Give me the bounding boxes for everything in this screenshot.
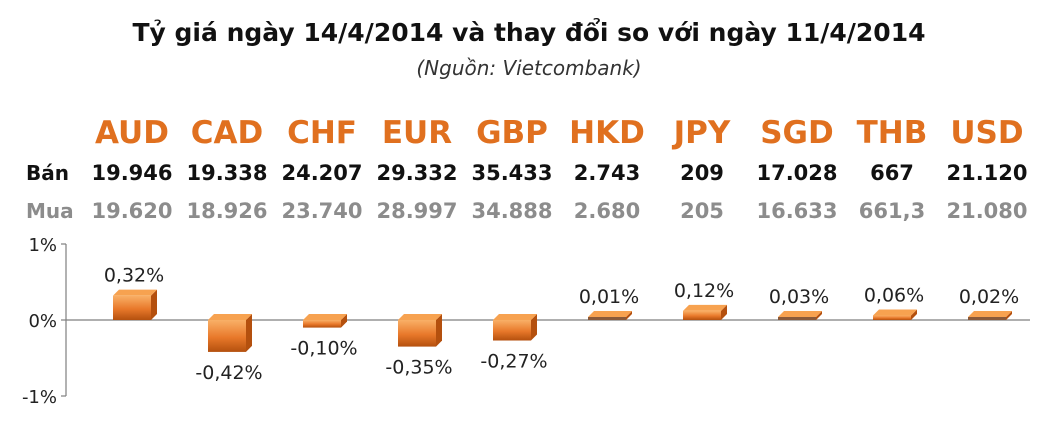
bar [778,311,822,320]
bar [398,314,442,347]
sell-rate: 19.338 [186,161,267,185]
bar-front [493,320,531,341]
bar-side [626,311,632,320]
currency-code: AUD [95,115,169,151]
currency-code: CHF [287,115,357,151]
bar-front [208,320,246,352]
row-label-buy: Mua [26,199,74,223]
sell-rate: 19.946 [91,161,172,185]
bar-side [816,311,822,320]
bar-front [303,320,341,328]
data-label: 0,01% [579,286,639,308]
bar [303,314,347,328]
data-label: 0,02% [959,286,1019,308]
data-label: -0,35% [385,357,452,379]
buy-rate: 18.926 [186,199,267,223]
y-tick-label: 0% [28,311,57,332]
data-label: 0,32% [104,265,164,287]
currency-code: EUR [382,115,452,151]
sell-rate: 2.743 [574,161,640,185]
data-label: -0,27% [480,351,547,373]
bar-top [873,309,917,316]
bar-side [911,309,917,320]
sell-rate: 17.028 [756,161,837,185]
bar-top [968,311,1012,317]
bar-side [1006,311,1012,320]
bar [683,304,727,320]
currency-code: HKD [569,115,645,151]
bar [873,309,917,320]
bar-top [113,289,157,296]
bar-top [303,314,347,320]
bar-front [778,317,816,320]
buy-rate: 28.997 [376,199,457,223]
bar-front [113,295,151,320]
chart-source: (Nguồn: Vietcombank) [416,56,642,80]
y-tick-label: 1% [28,235,57,256]
currency-code: GBP [476,115,548,151]
y-tick-label: -1% [22,387,57,408]
bar-top [493,314,537,320]
buy-rate: 205 [680,199,724,223]
sell-rate: 24.207 [281,161,362,185]
bar [588,311,632,320]
buy-rate: 34.888 [471,199,552,223]
sell-rate: 35.433 [471,161,552,185]
sell-rate: 667 [870,161,914,185]
buy-rate: 2.680 [574,199,640,223]
bar-top [588,311,632,317]
currency-code: THB [857,115,928,151]
bar-side [151,289,157,320]
bar [113,289,157,320]
row-label-sell: Bán [26,161,69,185]
buy-rate: 16.633 [756,199,837,223]
bar-top [398,314,442,320]
bar-top [778,311,822,317]
bar [968,311,1012,320]
bar-top [683,304,727,311]
bar [493,314,537,341]
data-label: -0,10% [290,338,357,360]
currency-code: CAD [191,115,263,151]
bar-front [683,310,721,320]
bar-front [398,320,436,347]
chart-title: Tỷ giá ngày 14/4/2014 và thay đổi so với… [132,18,926,47]
buy-rate: 21.080 [946,199,1027,223]
data-label: 0,12% [674,280,734,302]
currency-code: USD [950,115,1023,151]
bar [208,314,252,352]
bar-front [968,317,1006,320]
currency-code: SGD [760,115,834,151]
buy-rate: 661,3 [859,199,925,223]
sell-rate: 29.332 [376,161,457,185]
bar-front [588,317,626,320]
currency-code: JPY [672,115,731,151]
sell-rate: 209 [680,161,724,185]
buy-rate: 23.740 [281,199,362,223]
bar-front [873,315,911,320]
sell-rate: 21.120 [946,161,1027,185]
bar-side [436,314,442,347]
buy-rate: 19.620 [91,199,172,223]
bar-side [721,304,727,320]
bar-side [246,314,252,352]
data-label: -0,42% [195,362,262,384]
data-label: 0,03% [769,286,829,308]
data-label: 0,06% [864,284,924,306]
bar-side [531,314,537,341]
bar-top [208,314,252,320]
bar-side [341,314,347,328]
